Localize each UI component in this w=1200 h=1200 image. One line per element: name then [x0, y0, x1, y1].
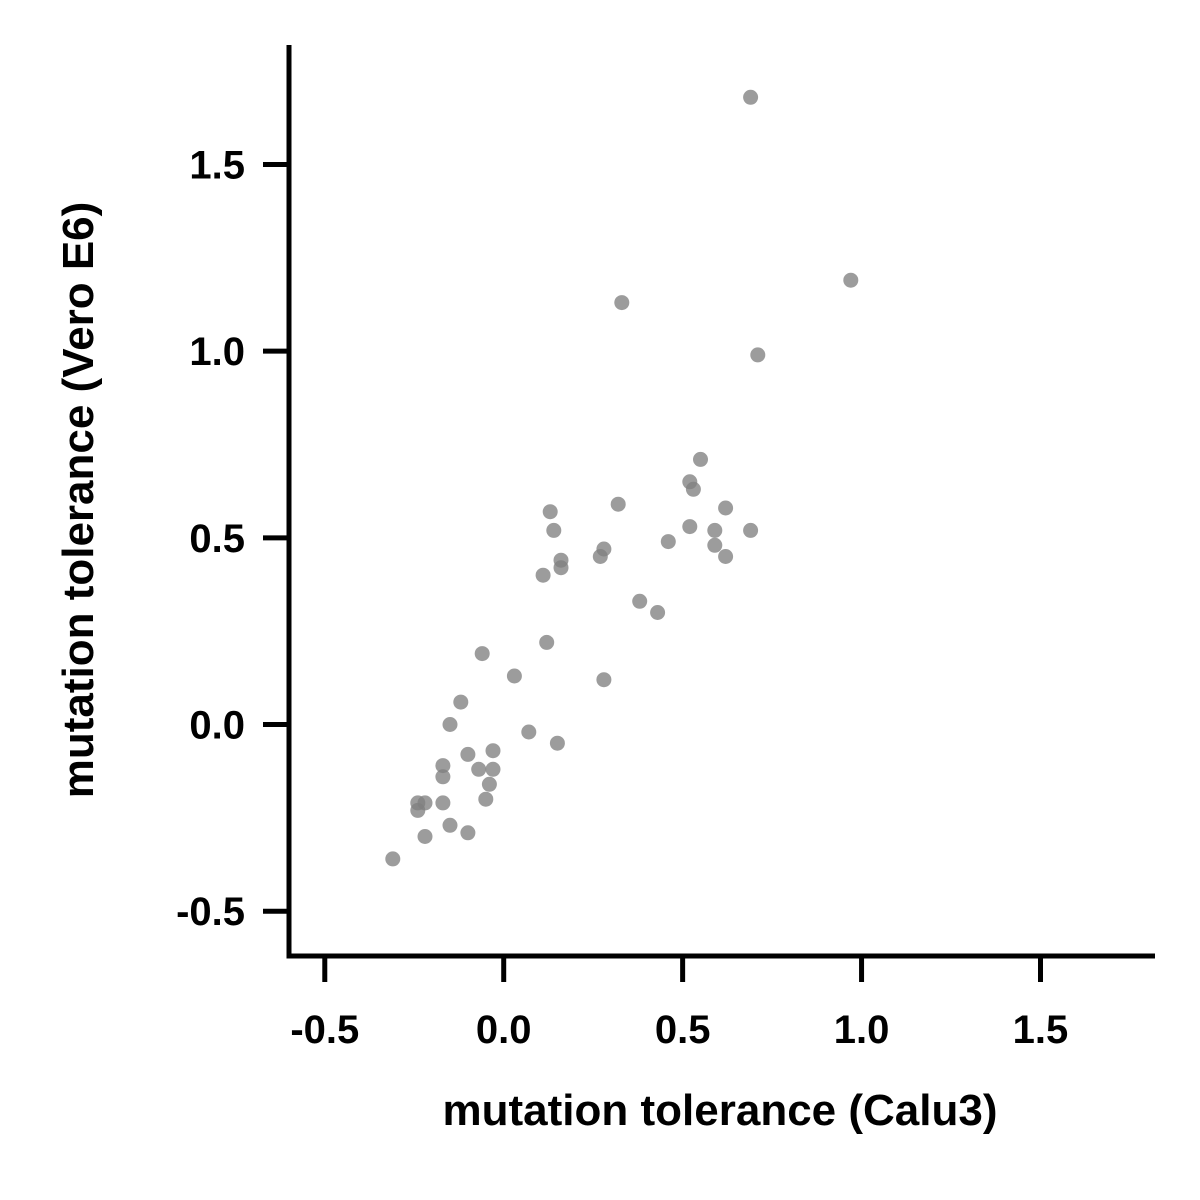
data-point-34: [650, 605, 666, 620]
data-point-21: [535, 567, 551, 583]
x-tick-label: 1.0: [834, 1008, 890, 1052]
data-point-4: [417, 795, 433, 811]
data-point-29: [596, 541, 612, 557]
data-point-38: [685, 481, 701, 497]
data-point-33: [632, 593, 648, 609]
data-point-44: [743, 522, 759, 538]
data-point-8: [442, 717, 458, 732]
y-tick-label: -0.5: [176, 890, 245, 934]
x-tick-label: 1.5: [1013, 1008, 1069, 1052]
data-point-15: [478, 791, 494, 807]
x-tick-label: -0.5: [290, 1008, 359, 1052]
x-tick-label: 0.5: [655, 1008, 711, 1052]
data-point-5: [435, 795, 451, 811]
data-point-24: [546, 522, 562, 538]
data-point-16: [481, 776, 497, 792]
data-point-22: [539, 634, 555, 650]
data-point-43: [718, 549, 734, 564]
data-point-46: [750, 347, 766, 363]
data-point-18: [485, 743, 501, 759]
data-point-25: [549, 735, 565, 751]
data-point-45: [743, 89, 759, 105]
data-point-9: [442, 817, 458, 833]
data-point-13: [471, 761, 487, 777]
x-axis-ticks: -0.5 0.0 0.5 1.0 1.5: [290, 958, 1068, 1052]
data-point-7: [435, 758, 451, 774]
y-axis-ticks: -0.5 0.0 0.5 1.0 1.5: [176, 143, 287, 934]
data-point-41: [707, 537, 723, 553]
data-point-12: [460, 825, 476, 841]
data-point-31: [610, 496, 626, 512]
data-point-47: [843, 272, 859, 288]
data-point-6: [435, 769, 451, 785]
data-point-3: [417, 829, 433, 844]
data-point-37: [682, 519, 698, 535]
data-point-20: [521, 724, 537, 740]
data-point-39: [693, 451, 708, 467]
y-tick-label: 1.0: [189, 330, 245, 374]
y-tick-label: 0.5: [189, 517, 245, 561]
data-point-40: [707, 522, 723, 538]
data-point-27: [553, 552, 569, 568]
data-points: [385, 89, 859, 867]
data-point-30: [596, 672, 612, 688]
data-point-11: [460, 746, 476, 762]
data-point-23: [542, 504, 558, 520]
y-axis-label: mutation tolerance (Vero E6): [54, 202, 103, 799]
data-point-14: [474, 646, 490, 662]
data-point-19: [506, 668, 522, 684]
data-point-10: [453, 694, 469, 710]
y-tick-label: 1.5: [189, 143, 245, 187]
data-point-17: [485, 761, 501, 777]
data-point-42: [718, 500, 734, 516]
y-tick-label: 0.0: [189, 704, 245, 748]
x-axis-label: mutation tolerance (Calu3): [443, 1086, 998, 1135]
data-point-0: [385, 851, 401, 867]
x-tick-label: 0.0: [476, 1008, 532, 1052]
data-point-32: [614, 295, 630, 311]
data-point-35: [660, 534, 676, 550]
